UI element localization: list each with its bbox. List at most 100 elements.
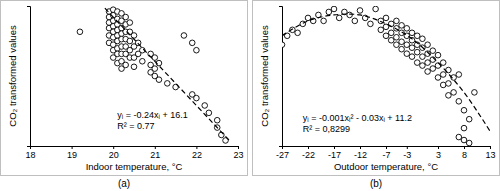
- y-axis-title: CO₂ transformed values: [259, 25, 270, 127]
- x-tick-label: -12: [354, 150, 367, 160]
- data-point: [131, 33, 137, 39]
- x-tick-mark: [196, 146, 197, 149]
- data-point: [336, 15, 342, 21]
- data-point: [321, 18, 327, 24]
- x-axis-line: [283, 147, 491, 150]
- data-point: [456, 72, 462, 78]
- data-point: [140, 58, 146, 64]
- data-point: [456, 134, 462, 140]
- data-point: [461, 125, 467, 131]
- data-point: [77, 29, 83, 35]
- x-tick-label: -7: [382, 150, 390, 160]
- data-point: [127, 20, 133, 26]
- data-point: [378, 27, 384, 33]
- data-point: [404, 51, 410, 57]
- data-point: [202, 103, 208, 109]
- x-tick-mark: [155, 146, 156, 149]
- panel-label: (a): [118, 178, 130, 189]
- x-tick-mark: [72, 146, 73, 149]
- data-point: [414, 60, 420, 66]
- data-point: [420, 36, 426, 42]
- data-point: [440, 60, 446, 66]
- data-point: [394, 42, 400, 48]
- y-axis-title: CO₂ transformed values: [7, 25, 18, 127]
- data-point: [156, 77, 162, 83]
- data-point: [383, 33, 389, 39]
- data-point: [152, 66, 158, 72]
- x-tick-label: 19: [67, 150, 77, 160]
- plot-area: [77, 7, 230, 143]
- trend-line: [282, 14, 490, 131]
- x-tick: -17: [328, 146, 341, 160]
- x-tick: -7: [382, 146, 390, 160]
- data-point: [404, 42, 410, 48]
- data-point: [388, 37, 394, 43]
- x-tick-label: 23: [233, 150, 243, 160]
- x-tick: -22: [302, 146, 315, 160]
- x-tick-label: 20: [109, 150, 119, 160]
- x-axis: 18 19 20 21 22 23: [25, 146, 243, 160]
- data-point: [456, 99, 462, 105]
- x-tick-mark: [490, 146, 491, 149]
- data-point: [425, 60, 431, 66]
- data-point: [446, 93, 452, 99]
- data-point: [409, 45, 415, 51]
- data-point: [357, 8, 363, 14]
- data-point: [404, 26, 410, 32]
- data-point: [131, 64, 137, 70]
- x-axis-title: Indoor temperature, °C: [86, 161, 183, 172]
- data-point: [435, 75, 441, 81]
- data-point: [451, 90, 457, 96]
- x-tick: 21: [150, 146, 160, 160]
- data-point: [152, 55, 158, 61]
- data-point: [430, 48, 436, 54]
- data-point: [206, 110, 212, 116]
- annotation: R² = 0.77: [117, 121, 154, 131]
- x-axis: -27-22-17-12-7-33813: [276, 146, 496, 160]
- data-point: [399, 23, 405, 29]
- data-point: [194, 95, 200, 101]
- y-axis: [27, 7, 31, 147]
- x-tick: -27: [276, 146, 289, 160]
- x-tick: 22: [192, 146, 202, 160]
- data-point: [472, 90, 478, 96]
- data-point: [388, 30, 394, 36]
- panel-frame: [1, 1, 248, 176]
- data-point: [425, 42, 431, 48]
- x-tick-mark: [438, 146, 439, 149]
- panel-label: (b): [370, 178, 382, 189]
- data-point: [399, 46, 405, 52]
- data-point: [219, 132, 225, 138]
- data-point: [466, 140, 472, 146]
- data-point: [420, 63, 426, 69]
- x-tick: 20: [109, 146, 119, 160]
- data-point: [331, 6, 337, 12]
- data-point: [435, 63, 441, 69]
- x-tick-label: -17: [328, 150, 341, 160]
- data-point: [440, 72, 446, 78]
- x-tick: 3: [436, 146, 441, 160]
- data-point: [394, 34, 400, 40]
- x-tick: 23: [233, 146, 243, 160]
- x-tick-label: -3: [403, 150, 411, 160]
- x-tick: 19: [67, 146, 77, 160]
- figure: 181920212223yᵢ = -0.24xᵢ + 16.1R² = 0.77…: [0, 0, 500, 191]
- x-tick-mark: [464, 146, 465, 149]
- data-point: [181, 33, 187, 39]
- data-point: [466, 116, 472, 122]
- panel: -27-22-17-12-7-33813yᵢ = -0.001xᵢ² - 0.0…: [253, 1, 500, 190]
- x-tick-mark: [113, 146, 114, 149]
- data-point: [189, 40, 195, 46]
- data-point: [399, 39, 405, 45]
- annotation: R² = 0,8299: [303, 124, 350, 134]
- data-point: [326, 9, 332, 15]
- data-point: [461, 107, 467, 113]
- x-tick-label: 22: [192, 150, 202, 160]
- x-tick: 18: [25, 146, 35, 160]
- data-point: [425, 69, 431, 75]
- x-tick-label: 21: [150, 150, 160, 160]
- x-tick-label: -27: [276, 150, 289, 160]
- x-tick-label: 8: [462, 150, 467, 160]
- x-tick-label: 18: [25, 150, 35, 160]
- data-point: [347, 12, 353, 18]
